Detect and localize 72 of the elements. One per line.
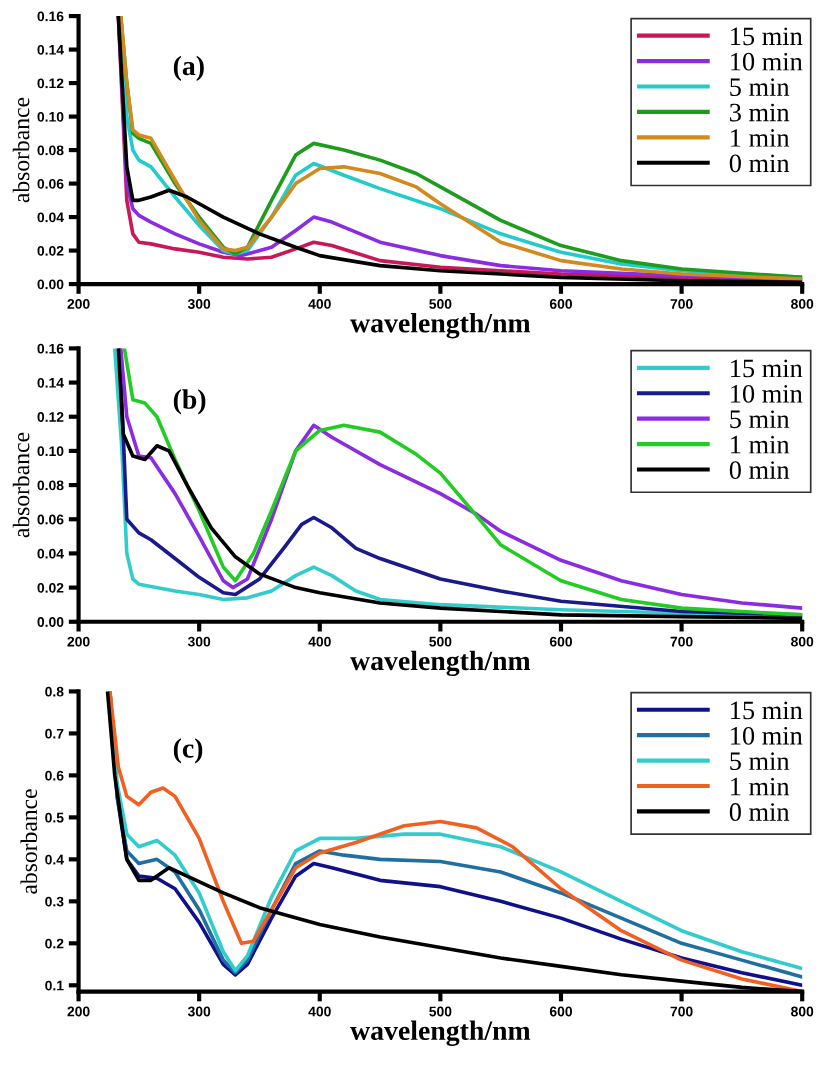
x-tick-label: 500 bbox=[429, 1006, 452, 1017]
legend-label: 0 min bbox=[729, 154, 790, 173]
y-tick-label: 0.14 bbox=[37, 44, 64, 55]
y-axis-title: absorbance bbox=[20, 789, 38, 894]
legend-label: 5 min bbox=[730, 78, 790, 97]
x-tick-label: 700 bbox=[670, 636, 693, 647]
x-tick-label: 800 bbox=[791, 299, 814, 309]
x-tick-label: 300 bbox=[187, 636, 211, 647]
y-tick-label: 0.16 bbox=[37, 343, 64, 354]
y-axis-title: absorbance bbox=[12, 97, 30, 203]
y-tick-label: 0.08 bbox=[37, 145, 64, 156]
x-tick-label: 300 bbox=[187, 299, 211, 309]
x-tick-label: 800 bbox=[791, 636, 814, 647]
y-tick-label: 0.02 bbox=[37, 582, 64, 593]
y-tick-label: 0.04 bbox=[37, 212, 64, 223]
y-tick-label: 0.06 bbox=[37, 178, 64, 189]
legend-label: 1 min bbox=[731, 777, 790, 796]
x-tick-label: 800 bbox=[791, 1006, 814, 1017]
legend-label: 3 min bbox=[730, 103, 790, 122]
legend-label: 0 min bbox=[729, 461, 790, 479]
y-tick-label: 0.16 bbox=[37, 11, 64, 22]
x-tick-label: 200 bbox=[67, 636, 90, 647]
x-tick-label: 700 bbox=[670, 1006, 693, 1017]
x-tick-label: 200 bbox=[67, 1006, 90, 1017]
x-tick-label: 500 bbox=[429, 299, 452, 309]
annotation: (b) bbox=[173, 389, 206, 415]
legend-label: 15 min bbox=[731, 701, 803, 720]
legend-label: 10 min bbox=[731, 384, 803, 403]
y-tick-label: 0.3 bbox=[45, 896, 64, 907]
y-tick-label: 0.12 bbox=[37, 412, 64, 422]
x-tick-label: 500 bbox=[429, 636, 452, 647]
x-tick-label: 600 bbox=[549, 1006, 572, 1017]
y-tick-label: 0.02 bbox=[37, 245, 64, 256]
y-tick-label: 0.06 bbox=[37, 514, 64, 525]
legend-label: 1 min bbox=[731, 129, 790, 147]
x-tick-label: 600 bbox=[549, 636, 572, 647]
y-tick-label: 0.12 bbox=[37, 78, 64, 89]
legend-label: 1 min bbox=[731, 435, 790, 454]
legend-label: 5 min bbox=[730, 410, 790, 429]
y-tick-label: 0.04 bbox=[37, 548, 64, 559]
x-axis-title: wavelength/nm bbox=[350, 313, 531, 339]
annotation: (c) bbox=[173, 738, 203, 764]
x-tick-label: 400 bbox=[308, 299, 331, 309]
y-tick-label: 0.10 bbox=[37, 446, 64, 457]
x-tick-label: 200 bbox=[67, 299, 90, 309]
y-tick-label: 0.6 bbox=[45, 770, 64, 781]
y-tick-label: 0.7 bbox=[45, 728, 64, 739]
y-axis-title: absorbance bbox=[12, 432, 30, 538]
y-tick-label: 0.10 bbox=[37, 111, 64, 122]
y-tick-label: 0.14 bbox=[37, 377, 64, 388]
y-tick-label: 0.4 bbox=[45, 854, 64, 865]
legend-label: 15 min bbox=[731, 27, 803, 46]
x-axis-title: wavelength/nm bbox=[350, 650, 531, 677]
legend-label: 0 min bbox=[729, 803, 790, 821]
y-tick-label: 0.00 bbox=[37, 617, 64, 627]
y-tick-label: 0.1 bbox=[45, 980, 64, 991]
legend-label: 15 min bbox=[731, 359, 803, 378]
x-axis-title: wavelength/nm bbox=[350, 1020, 531, 1046]
x-tick-label: 700 bbox=[670, 299, 693, 309]
x-tick-label: 300 bbox=[187, 1006, 211, 1017]
x-tick-label: 600 bbox=[549, 299, 572, 309]
y-tick-label: 0.8 bbox=[45, 686, 64, 697]
legend-label: 10 min bbox=[731, 52, 803, 71]
x-tick-label: 400 bbox=[308, 636, 331, 647]
y-tick-label: 0.5 bbox=[45, 812, 64, 823]
y-tick-label: 0.2 bbox=[45, 938, 64, 949]
legend-label: 5 min bbox=[730, 752, 790, 771]
annotation: (a) bbox=[173, 55, 204, 81]
y-tick-label: 0.00 bbox=[37, 279, 64, 290]
x-tick-label: 400 bbox=[308, 1006, 331, 1017]
legend-label: 10 min bbox=[731, 726, 803, 745]
y-tick-label: 0.08 bbox=[37, 480, 64, 491]
